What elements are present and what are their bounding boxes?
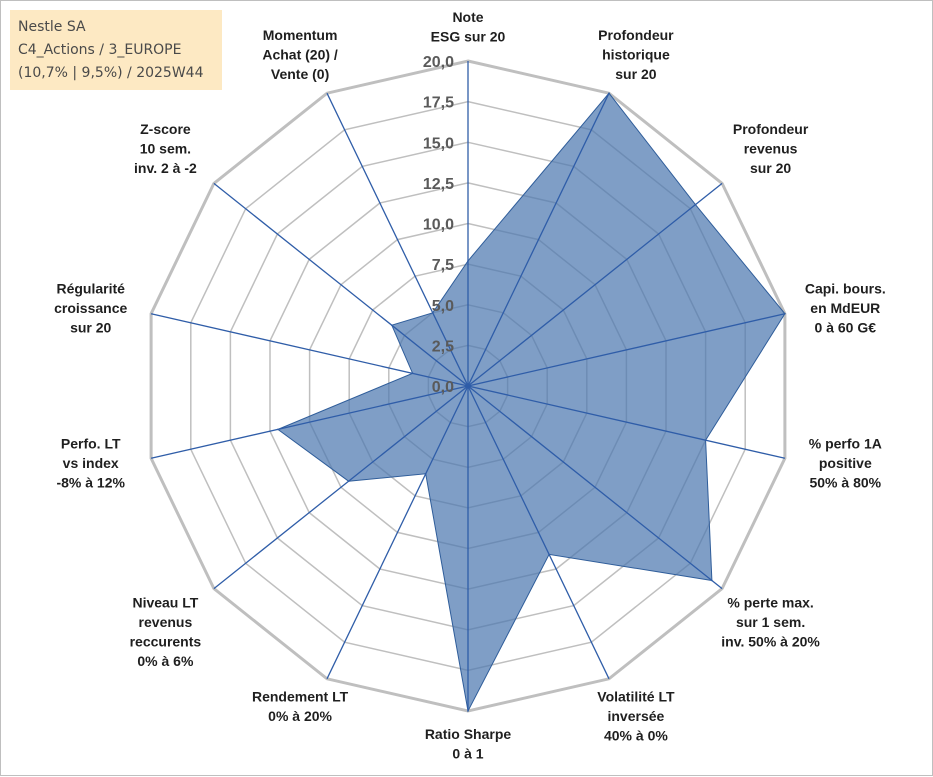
axis-spokes [150, 61, 786, 711]
axis-label-7: Ratio Sharpe 0 à 1 [425, 726, 512, 762]
axis-label-1: Profondeur historique sur 20 [598, 27, 674, 82]
axis-label-3: Capi. bours. en MdEUR 0 à 60 G€ [805, 281, 886, 336]
axis-spoke-10 [150, 385, 469, 459]
axis-spoke-1 [467, 92, 610, 387]
axis-label-8: Rendement LT 0% à 20% [252, 688, 349, 724]
axis-label-12: Z-score 10 sem. inv. 2 à -2 [134, 121, 197, 176]
axis-spoke-3 [467, 313, 786, 387]
info-box: Nestle SA C4_Actions / 3_EUROPE (10,7% |… [10, 10, 222, 90]
tick-label: 10,0 [423, 217, 454, 234]
axis-label-9: Niveau LT revenus reccurents 0% à 6% [130, 594, 202, 669]
axis-spoke-12 [213, 182, 469, 387]
axis-label-0: Note ESG sur 20 [431, 9, 506, 45]
tick-label: 17,5 [423, 95, 454, 112]
series-area-layer [276, 92, 786, 713]
tick-label: 0,0 [432, 379, 454, 396]
axis-label-5: % perte max. sur 1 sem. inv. 50% à 20% [721, 594, 820, 649]
axis-spoke-4 [467, 385, 786, 459]
axis-label-6: Volatilité LT inversée 40% à 0% [597, 688, 675, 743]
tick-label: 2,5 [432, 338, 454, 355]
axis-spoke-6 [467, 385, 610, 680]
axis-label-4: % perfo 1A positive 50% à 80% [809, 435, 882, 490]
axis-label-2: Profondeur revenus sur 20 [733, 121, 809, 176]
tick-label: 20,0 [423, 54, 454, 71]
axis-label-13: Momentum Achat (20) / Vente (0) [262, 27, 338, 82]
tick-label: 15,0 [423, 135, 454, 152]
axis-label-11: Régularité croissance sur 20 [54, 281, 127, 336]
series-area-0 [276, 92, 786, 713]
axis-labels: Note ESG sur 20 Profondeur historique sur 20… [54, 9, 886, 762]
axis-spoke-8 [326, 385, 469, 680]
tick-label: 5,0 [432, 298, 454, 315]
radial-tick-labels: 0,0 2,5 5,0 7,5 10,0 12,5 15,0 17,5 20,0 [423, 54, 454, 396]
axis-spoke-5 [467, 385, 723, 590]
performance-week: (10,7% | 9,5%) / 2025W44 [18, 65, 204, 81]
tick-label: 7,5 [432, 257, 454, 274]
axis-spoke-13 [326, 92, 469, 387]
company-name: Nestle SA [18, 19, 86, 35]
portfolio-category: C4_Actions / 3_EUROPE [18, 42, 182, 58]
axis-spoke-9 [213, 385, 469, 590]
axis-spoke-2 [467, 182, 723, 387]
tick-label: 12,5 [423, 176, 454, 193]
axis-spoke-11 [150, 313, 469, 387]
axis-label-10: Perfo. LT vs index -8% à 12% [56, 435, 125, 490]
